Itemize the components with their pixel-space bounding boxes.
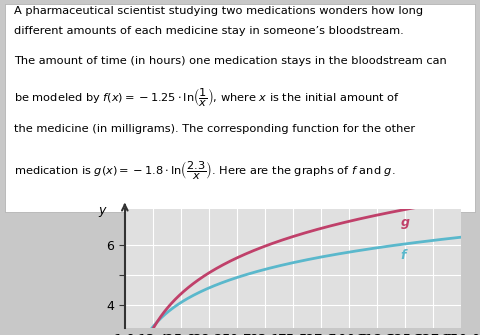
Text: be modeled by $f(x) = -1.25 \cdot \ln\!\left(\dfrac{1}{x}\right)$, where $x$ is : be modeled by $f(x) = -1.25 \cdot \ln\!\… (14, 86, 400, 108)
Text: g: g (400, 216, 409, 229)
Text: medication is $g(x) = -1.8 \cdot \ln\!\left(\dfrac{2.3}{x}\right)$. Here are the: medication is $g(x) = -1.8 \cdot \ln\!\l… (14, 159, 396, 181)
Text: the medicine (in milligrams). The corresponding function for the other: the medicine (in milligrams). The corres… (14, 124, 416, 134)
Text: different amounts of each medicine stay in someone’s bloodstream.: different amounts of each medicine stay … (14, 26, 404, 36)
Text: f: f (400, 249, 406, 262)
Text: A pharmaceutical scientist studying two medications wonders how long: A pharmaceutical scientist studying two … (14, 6, 423, 16)
FancyBboxPatch shape (5, 4, 475, 212)
Text: y: y (98, 204, 106, 217)
Text: The amount of time (in hours) one medication stays in the bloodstream can: The amount of time (in hours) one medica… (14, 56, 447, 66)
